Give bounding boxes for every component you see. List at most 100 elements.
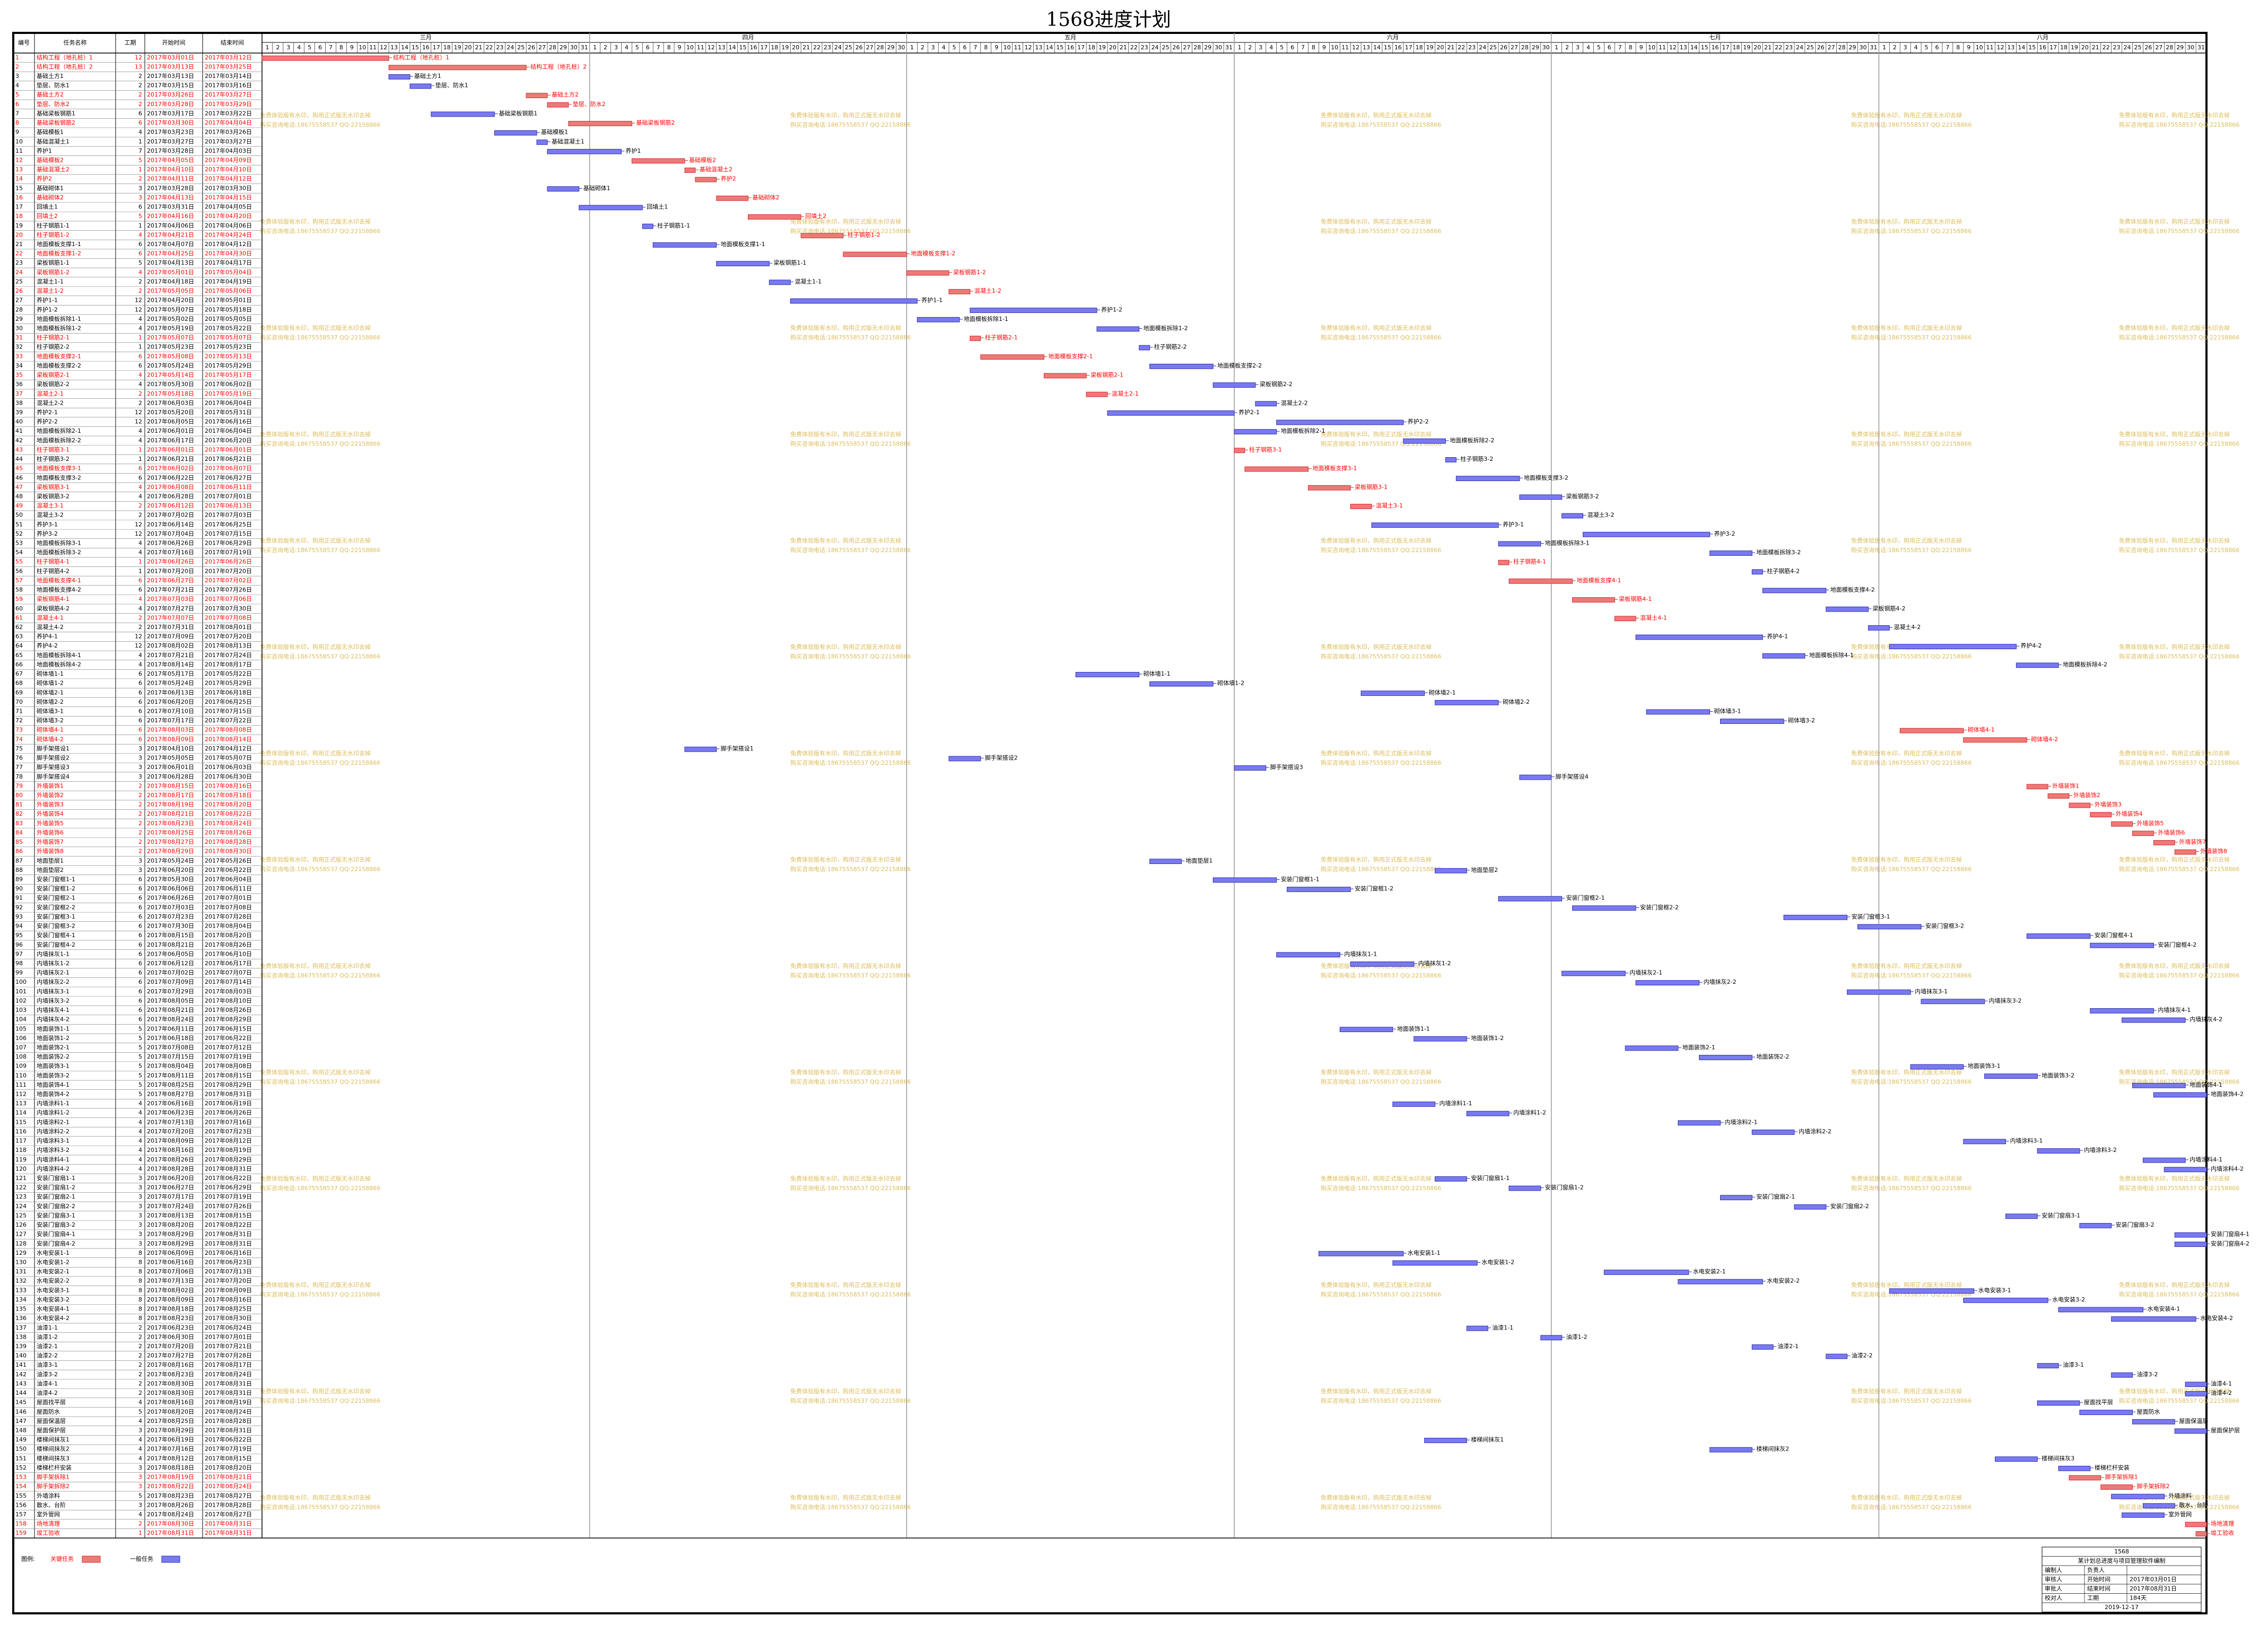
task-bar xyxy=(2132,831,2154,836)
task-start: 2017年05月02日 xyxy=(147,315,194,322)
task-start: 2017年08月21日 xyxy=(147,1006,194,1014)
task-end: 2017年08月24日 xyxy=(205,819,252,827)
task-start: 2017年08月14日 xyxy=(147,660,194,668)
task-duration: 12 xyxy=(135,642,142,649)
task-id: 135 xyxy=(15,1306,27,1313)
task-name: 地面模板拆除3-2 xyxy=(37,548,81,556)
task-id: 120 xyxy=(15,1165,27,1172)
bar-label: 柱子钢筋1-2 xyxy=(848,231,880,238)
task-start: 2017年06月18日 xyxy=(147,1034,194,1042)
day-label: 9 xyxy=(1322,44,1326,51)
watermark: 购买咨询电话:18675558537 QQ:22158866 xyxy=(2119,334,2239,341)
task-bar xyxy=(1519,774,1552,780)
task-start: 2017年06月05日 xyxy=(147,950,194,957)
bar-label: 脚手架搭设3 xyxy=(1270,763,1303,771)
task-end: 2017年07月19日 xyxy=(205,1445,252,1453)
day-label: 7 xyxy=(329,44,333,51)
task-duration: 6 xyxy=(138,932,142,939)
task-start: 2017年07月13日 xyxy=(147,1118,194,1125)
task-bar xyxy=(1847,989,1911,995)
task-bar xyxy=(1435,1176,1467,1182)
task-start: 2017年08月25日 xyxy=(147,1081,194,1088)
day-label: 3 xyxy=(286,44,290,51)
task-duration: 2 xyxy=(138,91,142,98)
task-duration: 6 xyxy=(138,670,142,677)
task-duration: 6 xyxy=(138,913,142,920)
task-bar xyxy=(1086,391,1108,397)
task-end: 2017年08月29日 xyxy=(205,1081,252,1088)
task-name: 基础梁板钢筋2 xyxy=(37,119,75,126)
task-name: 柱子钢筋3-1 xyxy=(37,445,69,453)
task-id: 1 xyxy=(15,54,19,61)
bar-label: 外墙装饰7 xyxy=(2179,838,2206,845)
task-end: 2017年08月24日 xyxy=(205,1482,252,1490)
task-duration: 2 xyxy=(138,176,142,182)
day-label: 13 xyxy=(718,44,726,51)
task-id: 78 xyxy=(15,773,23,780)
task-id: 117 xyxy=(15,1138,27,1145)
task-end: 2017年05月05日 xyxy=(205,315,252,322)
task-bar xyxy=(642,223,653,229)
bar-label: 砌体墙4-2 xyxy=(2031,735,2058,742)
day-label: 26 xyxy=(1500,44,1507,51)
task-end: 2017年08月31日 xyxy=(205,1426,252,1434)
task-id: 138 xyxy=(15,1333,27,1340)
task-end: 2017年08月31日 xyxy=(205,1389,252,1396)
day-label: 23 xyxy=(1785,44,1793,51)
task-duration: 6 xyxy=(138,876,142,883)
task-duration: 5 xyxy=(138,157,142,164)
day-label: 27 xyxy=(1511,44,1518,51)
task-duration: 8 xyxy=(138,1268,142,1275)
task-name: 安装门窗框1-2 xyxy=(37,885,75,892)
watermark: 免费体验版有水印，购用正式版无水印去掉 xyxy=(2119,431,2230,438)
task-start: 2017年06月23日 xyxy=(147,1109,194,1116)
task-duration: 1 xyxy=(138,222,142,229)
task-id: 105 xyxy=(15,1025,27,1032)
task-start: 2017年08月23日 xyxy=(147,1314,194,1322)
task-id: 29 xyxy=(15,316,23,322)
task-id: 130 xyxy=(15,1259,27,1266)
task-bar xyxy=(547,186,580,192)
task-start: 2017年06月17日 xyxy=(147,436,194,444)
task-start: 2017年08月21日 xyxy=(147,810,194,817)
task-end: 2017年06月26日 xyxy=(205,558,252,565)
task-start: 2017年03月26日 xyxy=(147,91,194,98)
bar-label: 安装门窗扇3-1 xyxy=(2042,1211,2080,1219)
info-date: 2019-12-17 xyxy=(2105,1604,2139,1611)
task-end: 2017年07月15日 xyxy=(205,707,252,715)
task-end: 2017年04月12日 xyxy=(205,745,252,752)
task-duration: 5 xyxy=(138,1492,142,1499)
task-duration: 2 xyxy=(138,512,142,519)
task-start: 2017年06月27日 xyxy=(147,1184,194,1191)
task-start: 2017年07月21日 xyxy=(147,651,194,659)
task-name: 地面模板拆除4-1 xyxy=(37,651,81,659)
task-id: 147 xyxy=(15,1418,27,1425)
task-start: 2017年06月16日 xyxy=(147,1259,194,1266)
bar-label: 场地清理 xyxy=(2211,1520,2234,1527)
bar-label: 地面模板支撑4-2 xyxy=(1830,586,1875,593)
task-duration: 4 xyxy=(138,1418,142,1425)
task-duration: 6 xyxy=(138,904,142,911)
task-bar xyxy=(1995,1456,2038,1462)
task-start: 2017年07月04日 xyxy=(147,530,194,537)
bar-label: 外墙装饰6 xyxy=(2158,828,2185,836)
watermark: 免费体验版有水印，购用正式版无水印去掉 xyxy=(790,111,901,119)
task-name: 脚手架拆除2 xyxy=(37,1482,69,1490)
day-label: 21 xyxy=(1120,44,1127,51)
task-bar xyxy=(716,195,749,201)
task-start: 2017年06月21日 xyxy=(147,455,194,462)
task-name: 梁板钢筋2-2 xyxy=(37,380,69,388)
watermark: 免费体验版有水印，购用正式版无水印去掉 xyxy=(790,537,901,544)
task-id: 123 xyxy=(15,1193,27,1200)
day-label: 19 xyxy=(781,44,789,51)
task-end: 2017年08月10日 xyxy=(205,997,252,1004)
task-id: 109 xyxy=(15,1063,27,1070)
day-label: 10 xyxy=(686,44,694,51)
task-name: 脚手架搭设3 xyxy=(37,763,69,771)
task-duration: 8 xyxy=(138,1296,142,1303)
watermark: 购买咨询电话:18675558537 QQ:22158866 xyxy=(260,759,380,766)
task-end: 2017年04月09日 xyxy=(205,156,252,164)
watermark: 免费体验版有水印，购用正式版无水印去掉 xyxy=(1321,1387,1432,1395)
task-name: 室外管网 xyxy=(37,1510,60,1518)
task-name: 地面模板支撑4-2 xyxy=(37,586,81,593)
